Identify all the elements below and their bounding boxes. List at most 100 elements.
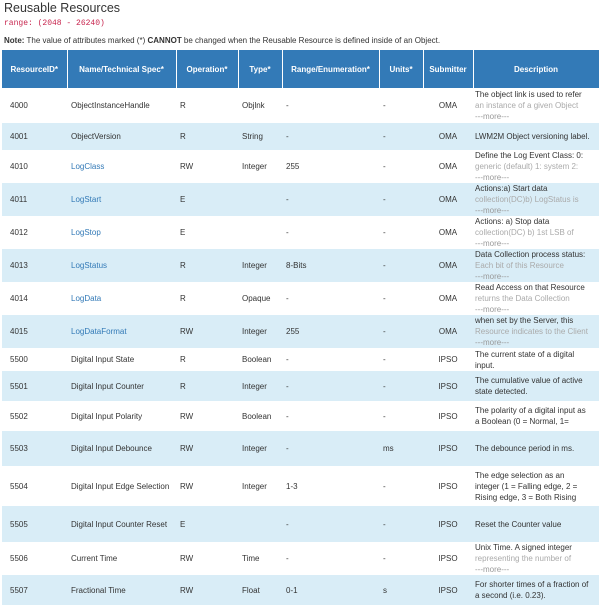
cell-name[interactable]: LogDataFormat bbox=[67, 315, 176, 348]
description-line: an instance of a given Object bbox=[475, 101, 579, 110]
description-line: returns the Data Collection bbox=[475, 294, 570, 303]
cell-description: The cumulative value of active state dete… bbox=[473, 371, 599, 401]
more-link[interactable]: ---more--- bbox=[475, 112, 510, 121]
description-line: The current state of a digital bbox=[475, 349, 575, 359]
header-type[interactable]: Type* bbox=[238, 50, 283, 88]
cell-description: Read Access on that Resource returns the … bbox=[473, 282, 599, 315]
cell-type: Integer bbox=[238, 315, 282, 348]
cell-units: - bbox=[379, 401, 423, 431]
cell-name[interactable]: LogStatus bbox=[67, 249, 176, 282]
cell-name: Digital Input Counter Reset bbox=[67, 506, 176, 542]
resources-table: ResourceID* Name/Technical Spec* Operati… bbox=[2, 50, 599, 605]
cell-resource-id: 5500 bbox=[2, 348, 67, 371]
cell-type: Opaque bbox=[238, 282, 282, 315]
cell-units: s bbox=[379, 575, 423, 605]
header-units[interactable]: Units* bbox=[379, 50, 424, 88]
cell-type: Boolean bbox=[238, 401, 282, 431]
cell-operation: RW bbox=[176, 466, 238, 506]
description-line: The edge selection as an bbox=[475, 470, 565, 480]
cell-submitter: IPSO bbox=[423, 348, 473, 371]
table-row: 5505 Digital Input Counter Reset E - - IPSO Re… bbox=[2, 506, 599, 542]
description-line: collection(DC) b) 1st LSB of bbox=[475, 228, 574, 237]
cell-name: ObjectVersion bbox=[67, 123, 176, 150]
cell-type bbox=[238, 216, 282, 249]
resource-name-link[interactable]: LogStatus bbox=[71, 261, 108, 270]
cell-units: - bbox=[379, 249, 423, 282]
cell-submitter: IPSO bbox=[423, 542, 473, 575]
resource-name-link[interactable]: LogStop bbox=[71, 228, 101, 237]
cell-range: 0-1 bbox=[282, 575, 379, 605]
cell-description: The object link is used to refer an insta… bbox=[473, 88, 599, 123]
cell-range: - bbox=[282, 282, 379, 315]
cell-type: Integer bbox=[238, 466, 282, 506]
resource-name-link[interactable]: LogData bbox=[71, 294, 102, 303]
cell-type: Integer bbox=[238, 371, 282, 401]
more-link[interactable]: ---more--- bbox=[475, 173, 510, 182]
cell-units: - bbox=[379, 348, 423, 371]
cell-type: Boolean bbox=[238, 348, 282, 371]
description-line: Unix Time. A signed integer bbox=[475, 543, 572, 552]
cell-range: - bbox=[282, 88, 379, 123]
description-line: Reset the Counter value bbox=[475, 519, 562, 529]
cell-resource-id: 4013 bbox=[2, 249, 67, 282]
description-line: representing the number of bbox=[475, 554, 572, 563]
cell-resource-id: 4015 bbox=[2, 315, 67, 348]
cell-operation: E bbox=[176, 506, 238, 542]
cell-operation: R bbox=[176, 348, 238, 371]
table-row: 4013 LogStatus R Integer 8-Bits - OMA Data Coll… bbox=[2, 249, 599, 282]
description-line: The debounce period in ms. bbox=[475, 444, 575, 453]
more-link[interactable]: ---more--- bbox=[475, 272, 510, 281]
description-line: integer (1 = Falling edge, 2 = bbox=[475, 481, 578, 491]
cell-name[interactable]: LogClass bbox=[67, 150, 176, 183]
cell-operation: RW bbox=[176, 315, 238, 348]
description-line: a Boolean (0 = Normal, 1= bbox=[475, 417, 569, 426]
header-operation[interactable]: Operation* bbox=[176, 50, 239, 88]
cell-submitter: OMA bbox=[423, 282, 473, 315]
page-title: Reusable Resources bbox=[4, 1, 121, 15]
cell-submitter: IPSO bbox=[423, 575, 473, 605]
description-line: The polarity of a digital input as bbox=[475, 406, 586, 415]
cell-description: LWM2M Object versioning label. bbox=[473, 123, 599, 150]
cell-units: - bbox=[379, 315, 423, 348]
cell-resource-id: 5506 bbox=[2, 542, 67, 575]
table-row: 4010 LogClass RW Integer 255- OMA Define the L… bbox=[2, 150, 599, 183]
cell-name[interactable]: LogStop bbox=[67, 216, 176, 249]
header-name[interactable]: Name/Technical Spec* bbox=[67, 50, 177, 88]
cell-name[interactable]: LogStart bbox=[67, 183, 176, 216]
header-description[interactable]: Description bbox=[473, 50, 599, 88]
header-resource-id[interactable]: ResourceID* bbox=[2, 50, 68, 88]
cell-submitter: IPSO bbox=[423, 371, 473, 401]
cell-operation: RW bbox=[176, 431, 238, 466]
more-link[interactable]: ---more--- bbox=[475, 305, 510, 314]
cell-range: - bbox=[282, 183, 379, 216]
cell-range: 255 bbox=[282, 315, 379, 348]
more-link[interactable]: ---more--- bbox=[475, 239, 510, 248]
cell-type: Integer bbox=[238, 431, 282, 466]
cell-resource-id: 4011 bbox=[2, 183, 67, 216]
resource-name-link[interactable]: LogDataFormat bbox=[71, 327, 127, 336]
more-link[interactable]: ---more--- bbox=[475, 565, 510, 574]
description-line: The object link is used to refer bbox=[475, 90, 582, 99]
resource-name-link[interactable]: LogStart bbox=[71, 195, 102, 204]
more-link[interactable]: ---more--- bbox=[475, 338, 510, 347]
cell-name[interactable]: LogData bbox=[67, 282, 176, 315]
cell-range: 255 bbox=[282, 150, 379, 183]
header-submitter[interactable]: Submitter bbox=[423, 50, 474, 88]
cell-units: - bbox=[379, 542, 423, 575]
cell-resource-id: 5501 bbox=[2, 371, 67, 401]
description-line: Data Collection process status: bbox=[475, 250, 586, 259]
cell-resource-id: 5502 bbox=[2, 401, 67, 431]
note-prefix: Note: bbox=[4, 36, 25, 45]
description-line: Actions: a) Stop data bbox=[475, 217, 550, 226]
more-link[interactable]: ---more--- bbox=[475, 206, 510, 215]
description-line: Define the Log Event Class: 0: bbox=[475, 151, 584, 160]
cell-description: Define the Log Event Class: 0: generic (d… bbox=[473, 150, 599, 183]
header-range[interactable]: Range/Enumeration* bbox=[282, 50, 380, 88]
resource-name-link[interactable]: LogClass bbox=[71, 162, 105, 171]
description-line: LWM2M Object versioning label. bbox=[475, 132, 590, 141]
cell-type: Float bbox=[238, 575, 282, 605]
cell-description: The debounce period in ms. bbox=[473, 431, 599, 466]
cell-operation: R bbox=[176, 371, 238, 401]
cell-type: String bbox=[238, 123, 282, 150]
cell-operation: RW bbox=[176, 542, 238, 575]
